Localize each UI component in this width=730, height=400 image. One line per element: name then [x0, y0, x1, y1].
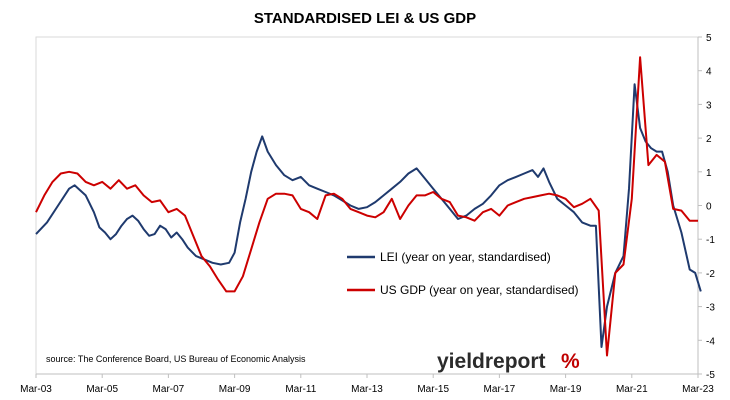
x-tick-label: Mar-11 [285, 384, 316, 395]
source-note: source: The Conference Board, US Bureau … [46, 354, 306, 364]
x-tick-label: Mar-19 [550, 384, 582, 395]
y-tick-label: 2 [706, 134, 712, 145]
x-tick-label: Mar-03 [20, 384, 52, 395]
y-tick-label: 0 [706, 202, 712, 213]
x-tick-label: Mar-21 [616, 384, 648, 395]
yieldreport-logo: yieldreport % [437, 350, 580, 373]
legend: LEI (year on year, standardised) US GDP … [347, 250, 579, 297]
logo-wordmark: yieldreport [437, 350, 546, 373]
series-layer [35, 56, 702, 357]
x-tick-label: Mar-23 [682, 384, 714, 395]
y-tick-labels: 5 4 3 2 1 0 -1 -2 -3 -4 -5 [698, 33, 715, 381]
series-line-lei [35, 83, 702, 348]
logo-percent-symbol: % [561, 350, 580, 373]
y-tick-label: -3 [706, 303, 715, 314]
y-tick-label: 1 [706, 168, 712, 179]
x-tick-label: Mar-07 [153, 384, 185, 395]
legend-label-gdp: US GDP (year on year, standardised) [380, 283, 579, 297]
x-tick-label: Mar-13 [351, 384, 383, 395]
y-tick-label: 4 [706, 67, 712, 78]
y-tick-label: -2 [706, 269, 715, 280]
y-tick-label: 5 [706, 33, 712, 44]
y-tick-label: 3 [706, 100, 712, 111]
plot-frame [35, 36, 699, 375]
x-tick-label: Mar-05 [86, 384, 118, 395]
x-tick-label: Mar-15 [417, 384, 449, 395]
y-tick-label: -4 [706, 336, 715, 347]
x-tick-label: Mar-09 [219, 384, 251, 395]
legend-label-lei: LEI (year on year, standardised) [380, 250, 551, 264]
chart-title: STANDARDISED LEI & US GDP [253, 10, 477, 27]
y-tick-label: -5 [706, 370, 715, 381]
y-tick-label: -1 [706, 235, 715, 246]
x-tick-label: Mar-17 [484, 384, 516, 395]
series-line-us-gdp [35, 56, 698, 357]
x-tick-labels: Mar-03 Mar-05 Mar-07 Mar-09 Mar-11 Mar-13 Mar-… [20, 374, 714, 395]
